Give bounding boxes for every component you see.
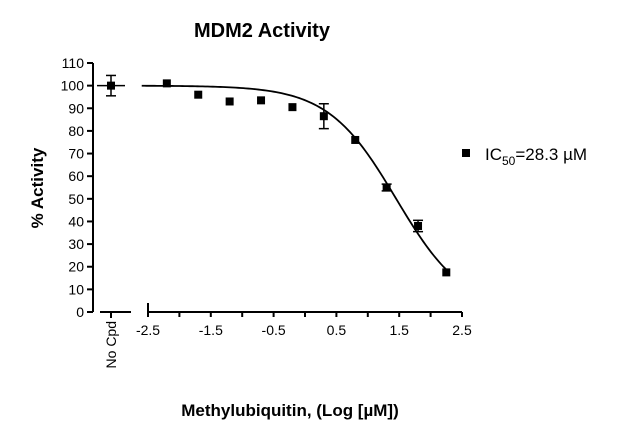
legend-label: IC50=28.3 µM: [485, 145, 587, 168]
legend-label-sub: 50: [502, 154, 516, 168]
legend: IC50=28.3 µM: [462, 145, 587, 168]
x-tick-label: -2.5: [136, 322, 160, 338]
legend-label-rest: =28.3 µM: [515, 145, 587, 164]
y-tick-label: 20: [68, 259, 84, 275]
x-axis-label: Methylubiquitin, (Log [µM]): [181, 401, 399, 420]
y-axis-label: % Activity: [28, 147, 47, 228]
legend-marker: [462, 149, 470, 157]
x-axis-control: [100, 311, 131, 318]
data-point: [319, 112, 328, 121]
x-tick-label: -1.5: [199, 322, 223, 338]
data-points: [97, 74, 451, 277]
data-point: [288, 103, 297, 112]
control-point: [107, 81, 115, 90]
y-tick-label: 60: [68, 168, 84, 184]
y-tick-label: 0: [76, 304, 84, 320]
x-tick-label: 0.5: [327, 322, 347, 338]
y-tick-label: 110: [62, 55, 85, 71]
data-point: [414, 221, 423, 230]
x-tick-label: -0.5: [262, 322, 286, 338]
data-point: [194, 90, 203, 99]
y-tick-label: 80: [68, 123, 84, 139]
no-compound-label: No Cpd: [103, 321, 119, 368]
y-tick-label: 90: [68, 100, 84, 116]
x-tick-label: 2.5: [452, 322, 472, 338]
y-axis: 0 10 20 30 40 50 60 70 80 90 100 110: [61, 55, 94, 320]
y-tick-label: 100: [61, 78, 85, 94]
y-tick-label: 30: [68, 236, 84, 252]
fit-curve: [141, 84, 447, 271]
x-axis: -2.5 -1.5 -0.5 0.5 1.5 2.5: [136, 303, 472, 338]
legend-label-main: IC: [485, 145, 502, 164]
data-point: [351, 135, 360, 144]
y-tick-label: 40: [68, 213, 84, 229]
y-tick-label: 50: [68, 191, 84, 207]
data-point: [382, 183, 391, 192]
data-point: [225, 97, 234, 106]
data-point: [257, 96, 266, 105]
data-point: [442, 268, 451, 277]
fit-curve-group: [141, 84, 447, 271]
data-point: [162, 79, 171, 88]
x-tick-label: 1.5: [389, 322, 409, 338]
y-tick-label: 10: [68, 281, 84, 297]
y-tick-label: 70: [68, 146, 84, 162]
chart-title: MDM2 Activity: [194, 20, 331, 42]
